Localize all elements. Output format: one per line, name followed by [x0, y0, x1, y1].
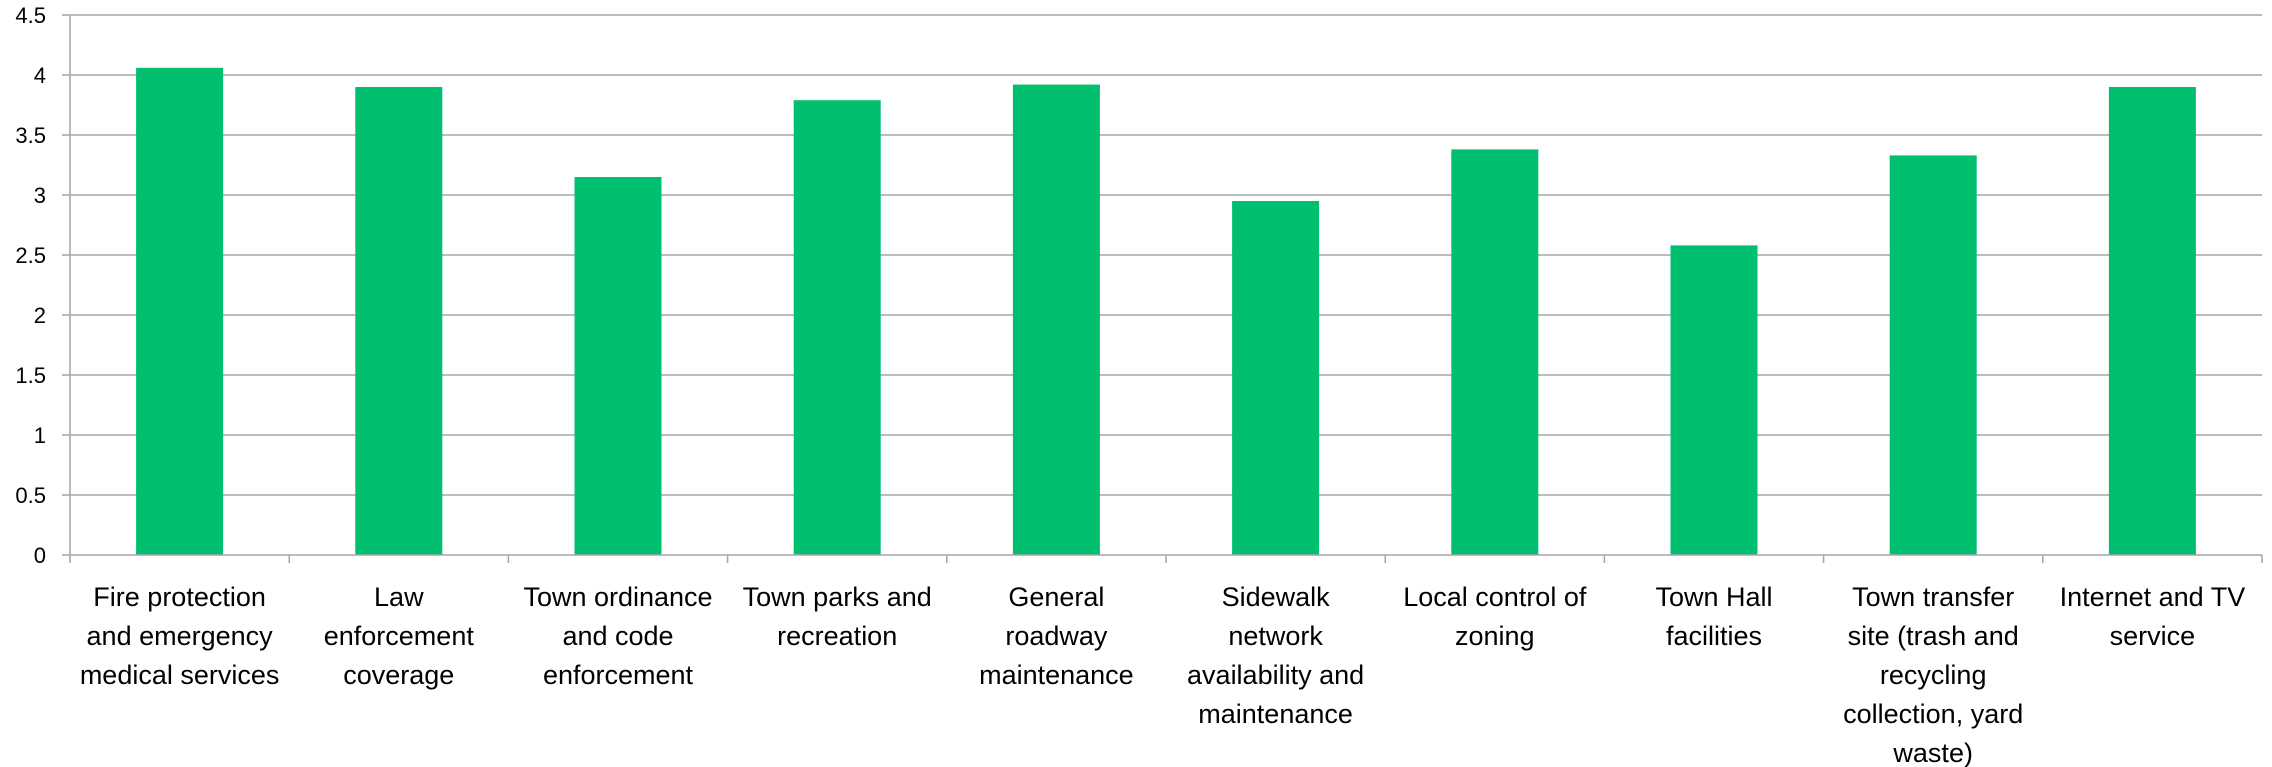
x-category-label: Local control of zoning — [1403, 582, 1587, 651]
x-category-label: Fire protection and emergency medical serv… — [80, 582, 280, 690]
x-category-label-line: Town Hall — [1655, 582, 1772, 612]
x-category-label-line: maintenance — [979, 660, 1134, 690]
y-tick-label: 4.5 — [15, 3, 46, 28]
bar — [136, 67, 224, 556]
y-tick-labels: 0 0.5 1 1.5 2 2.5 3 3.5 4 4.5 — [15, 3, 46, 568]
x-category-label-line: Internet and TV — [2060, 582, 2246, 612]
x-category-label-line: Law — [374, 582, 424, 612]
x-category-label-line: Sidewalk — [1222, 582, 1331, 612]
x-category-label-line: availability and — [1187, 660, 1364, 690]
x-category-label: Internet and TV service — [2060, 582, 2246, 651]
x-category-label-line: recreation — [777, 621, 897, 651]
x-category-label: General roadway maintenance — [979, 582, 1134, 690]
x-category-label-line: medical services — [80, 660, 280, 690]
y-tick-label: 1.5 — [15, 363, 46, 388]
x-category-label-line: and emergency — [87, 621, 274, 651]
y-tick-label: 0 — [34, 543, 46, 568]
x-category-label-line: and code — [562, 621, 673, 651]
x-category-label-line: service — [2110, 621, 2196, 651]
bars — [136, 67, 2196, 556]
bar — [793, 100, 881, 555]
y-tick-label: 2 — [34, 303, 46, 328]
x-category-labels: Fire protection and emergency medical serv… — [80, 582, 2245, 767]
x-category-label: Law enforcement coverage — [324, 582, 475, 690]
bar — [355, 87, 443, 555]
x-category-label-line: Town ordinance — [523, 582, 712, 612]
x-category-label: Town ordinance and code enforcement — [523, 582, 712, 690]
x-category-label-line: Town parks and — [743, 582, 932, 612]
x-category-label-line: collection, yard — [1843, 699, 2023, 729]
x-category-label-line: Town transfer — [1852, 582, 2014, 612]
x-category-label-line: Local control of — [1403, 582, 1587, 612]
y-tick-label: 4 — [34, 63, 46, 88]
y-tick-label: 3.5 — [15, 123, 46, 148]
x-category-label-line: maintenance — [1198, 699, 1353, 729]
x-category-label: Town Hall facilities — [1655, 582, 1772, 651]
x-category-label-line: recycling — [1880, 660, 1987, 690]
bar — [2108, 87, 2196, 555]
bar — [1889, 155, 1977, 555]
x-category-label-line: waste) — [1892, 738, 1973, 767]
bar — [1670, 245, 1758, 555]
x-category-label-line: enforcement — [543, 660, 694, 690]
y-tick-label: 1 — [34, 423, 46, 448]
x-category-label-line: enforcement — [324, 621, 475, 651]
x-category-label-line: coverage — [343, 660, 454, 690]
x-category-label: Town parks and recreation — [743, 582, 932, 651]
y-tick-label: 0.5 — [15, 483, 46, 508]
y-tick-label: 3 — [34, 183, 46, 208]
x-category-label-line: network — [1228, 621, 1323, 651]
x-category-label-line: zoning — [1455, 621, 1535, 651]
x-category-label-line: facilities — [1666, 621, 1762, 651]
x-category-label-line: General — [1008, 582, 1104, 612]
bar — [1232, 201, 1320, 555]
x-category-label-line: Fire protection — [93, 582, 266, 612]
axes — [62, 14, 2263, 563]
y-tick-label: 2.5 — [15, 243, 46, 268]
x-category-label: Sidewalk network availability and maintenan… — [1187, 582, 1364, 729]
x-category-label: Town transfer site (trash and recycling col… — [1843, 582, 2023, 767]
x-category-label-line: roadway — [1005, 621, 1108, 651]
bar — [1012, 84, 1100, 555]
x-category-label-line: site (trash and — [1848, 621, 2019, 651]
bar — [1451, 149, 1539, 555]
bar — [574, 177, 662, 555]
